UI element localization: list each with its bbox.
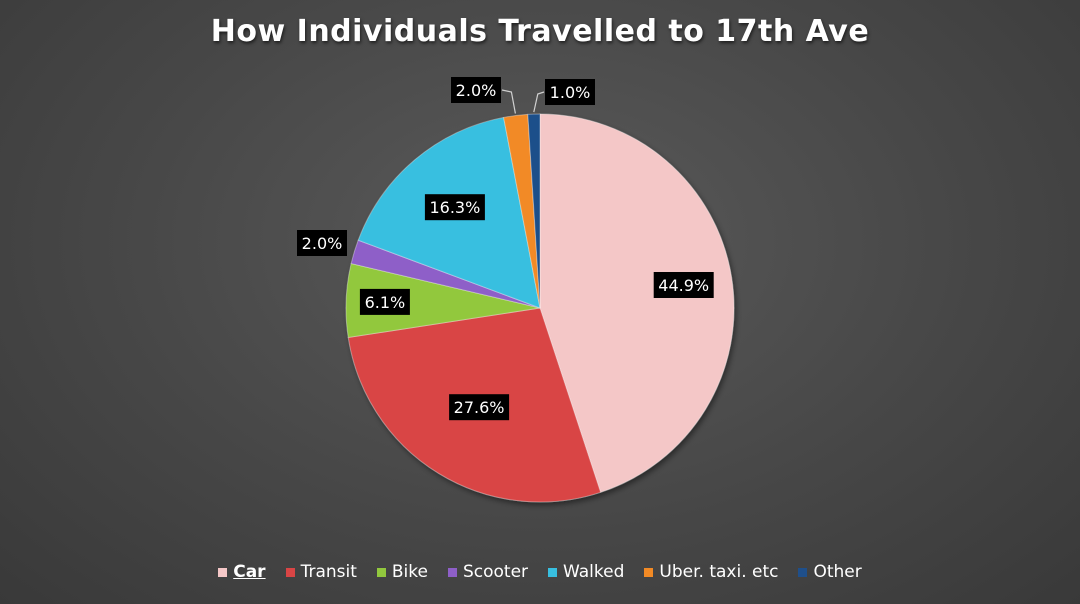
legend-item-transit[interactable]: Transit xyxy=(285,562,357,582)
svg-text:1.0%: 1.0% xyxy=(550,83,591,102)
legend-item-walked[interactable]: Walked xyxy=(548,562,624,582)
data-label-other: 1.0% xyxy=(545,79,595,105)
legend-swatch-car xyxy=(218,567,228,577)
leader-line-uber-taxi-etc xyxy=(501,89,516,114)
chart-title: How Individuals Travelled to 17th Ave xyxy=(210,14,870,49)
pie-slice-other[interactable] xyxy=(527,113,541,309)
svg-text:44.9%: 44.9% xyxy=(658,276,709,295)
legend-swatch-bike xyxy=(376,567,386,577)
legend-label-walked: Walked xyxy=(563,562,625,582)
data-label-walked: 16.3% xyxy=(424,194,485,221)
legend-label-bike: Bike xyxy=(391,562,428,582)
legend-item-bike[interactable]: Bike xyxy=(376,562,428,582)
data-label-car: 44.9% xyxy=(653,272,714,298)
data-label-transit: 27.6% xyxy=(449,394,510,421)
svg-text:16.3%: 16.3% xyxy=(429,198,480,217)
legend-swatch-transit xyxy=(285,567,295,577)
legend-item-uber-taxi-etc[interactable]: Uber. taxi. etc xyxy=(644,562,778,582)
svg-text:6.1%: 6.1% xyxy=(365,293,406,312)
legend-item-scooter[interactable]: Scooter xyxy=(447,562,529,582)
legend-swatch-uber-taxi-etc xyxy=(644,567,654,577)
svg-text:27.6%: 27.6% xyxy=(454,398,505,417)
svg-text:2.0%: 2.0% xyxy=(302,234,343,253)
legend-label-scooter: Scooter xyxy=(462,562,529,582)
legend-swatch-scooter xyxy=(447,567,457,577)
legend-item-car[interactable]: Car xyxy=(218,562,266,582)
data-label-bike: 6.1% xyxy=(359,288,410,315)
legend-swatch-other xyxy=(798,567,808,577)
legend-label-transit: Transit xyxy=(300,562,357,582)
data-label-uber-taxi-etc: 2.0% xyxy=(451,77,501,103)
leader-line-other xyxy=(533,91,545,113)
legend-item-other[interactable]: Other xyxy=(798,562,862,582)
pie-slice-car[interactable] xyxy=(539,113,735,493)
legend-label-uber-taxi-etc: Uber. taxi. etc xyxy=(659,562,779,582)
legend-swatch-walked xyxy=(548,567,558,577)
data-label-scooter: 2.0% xyxy=(297,230,347,256)
legend-label-car: Car xyxy=(233,562,266,582)
legend-label-other: Other xyxy=(813,562,862,582)
svg-text:2.0%: 2.0% xyxy=(456,81,497,100)
legend: Car Transit Bike Scooter Walked Uber. taxi. e… xyxy=(0,562,1080,582)
